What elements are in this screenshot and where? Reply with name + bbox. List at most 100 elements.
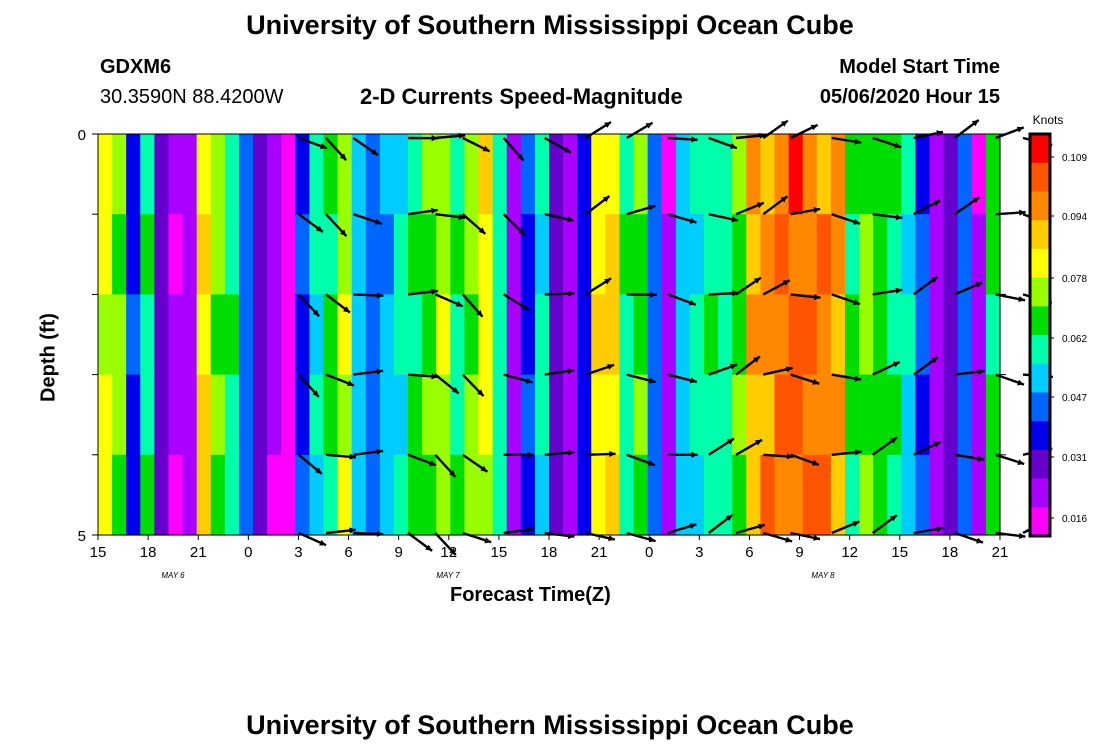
- heatmap-cell: [267, 454, 282, 536]
- current-arrow: [626, 291, 657, 298]
- current-arrow: [407, 373, 438, 380]
- heatmap-cell: [478, 214, 494, 295]
- heatmap-cell: [182, 374, 198, 456]
- current-arrow: [298, 136, 328, 150]
- heatmap-cell: [295, 374, 310, 456]
- current-arrow: [667, 523, 697, 535]
- colorbar-swatch: [1030, 306, 1050, 336]
- heatmap-cell: [450, 374, 466, 456]
- colorbar-frame: [1028, 132, 1052, 538]
- heatmap-cell: [647, 214, 663, 295]
- heatmap-cell: [774, 294, 790, 376]
- heatmap-cell: [238, 374, 254, 456]
- heatmap-cell: [98, 134, 113, 215]
- current-arrow: [735, 355, 761, 376]
- heatmap-cell: [98, 294, 113, 376]
- current-arrow: [503, 451, 534, 458]
- heatmap-cell: [802, 294, 818, 376]
- heatmap-cell: [563, 134, 578, 215]
- heatmap-cell: [520, 294, 536, 376]
- current-arrow: [297, 293, 321, 318]
- current-arrow: [995, 531, 1026, 539]
- heatmap-cell: [351, 294, 367, 376]
- heatmap-cell: [478, 454, 494, 536]
- heatmap-cell: [506, 294, 522, 376]
- heatmap-cell: [859, 134, 874, 215]
- heatmap-cells: [98, 134, 1001, 536]
- current-arrow: [912, 275, 939, 296]
- heatmap-cell: [281, 374, 296, 456]
- heatmap-cell: [379, 294, 395, 376]
- current-arrow: [790, 123, 819, 140]
- heatmap-cell: [224, 294, 240, 376]
- heatmap-cell: [154, 134, 170, 215]
- heatmap-cell: [661, 134, 677, 215]
- heatmap-cell: [492, 294, 508, 376]
- current-arrow: [763, 366, 793, 376]
- heatmap-cell: [704, 214, 719, 295]
- heatmap-cell: [182, 294, 198, 376]
- heatmap-cell: [577, 134, 592, 215]
- heatmap-cell: [774, 454, 790, 536]
- heatmap-cell: [774, 374, 790, 456]
- heatmap-cell: [140, 454, 155, 536]
- model-start-label: Model Start Time: [839, 56, 1000, 78]
- current-arrow: [913, 199, 941, 216]
- heatmap-cell: [281, 214, 296, 295]
- current-arrow: [871, 514, 898, 534]
- current-arrow: [585, 450, 616, 457]
- heatmap-cell: [154, 454, 170, 536]
- current-arrow: [407, 288, 438, 296]
- heatmap-cell: [549, 374, 564, 456]
- current-arrow: [352, 213, 383, 225]
- heatmap-cell: [957, 214, 973, 295]
- heatmap-cell: [957, 134, 973, 215]
- heatmap-cell: [224, 134, 240, 215]
- heatmap-cell: [224, 454, 240, 536]
- heatmap-cell: [126, 214, 141, 295]
- heatmap-cell: [506, 134, 522, 215]
- heatmap-cell: [802, 454, 818, 536]
- current-arrow: [913, 130, 944, 140]
- heatmap-cell: [337, 294, 353, 376]
- heatmap-cell: [337, 454, 353, 536]
- heatmap-cell: [774, 214, 790, 295]
- heatmap-cell: [492, 134, 508, 215]
- heatmap-cell: [802, 214, 818, 295]
- current-arrow: [626, 453, 656, 467]
- y-axis-ticks: 05: [78, 127, 1006, 545]
- heatmap-cell: [267, 294, 282, 376]
- heatmap-cell: [619, 374, 635, 456]
- heatmap-cell: [126, 374, 141, 456]
- current-arrow: [407, 207, 438, 216]
- colorbar-swatch: [1030, 449, 1050, 480]
- heatmap-cell: [182, 214, 198, 295]
- colorbar-tick-label: 0.094: [1062, 212, 1087, 223]
- heatmap-cell: [351, 454, 367, 536]
- colorbar-tick-label: 0.062: [1062, 334, 1087, 345]
- heatmap-cell: [887, 374, 902, 456]
- current-arrow: [325, 373, 355, 387]
- heatmap-cell: [746, 454, 761, 536]
- x-tick-label: 18: [942, 544, 959, 561]
- heatmap-cell: [379, 214, 395, 295]
- colorbar-swatch: [1030, 363, 1050, 393]
- heatmap-cell: [830, 214, 846, 295]
- heatmap-cell: [704, 454, 719, 536]
- current-arrow: [913, 356, 939, 376]
- heatmap-cell: [760, 214, 776, 295]
- current-arrow: [461, 373, 485, 397]
- heatmap-cell: [746, 374, 761, 456]
- heatmap-cell: [746, 134, 761, 215]
- current-arrow: [585, 531, 616, 542]
- heatmap-cell: [534, 294, 550, 376]
- heatmap-cell: [591, 134, 606, 215]
- colorbar-swatch: [1030, 277, 1050, 307]
- current-arrow: [544, 213, 575, 223]
- current-arrow: [434, 293, 464, 308]
- date-label: MAY 7: [436, 571, 460, 580]
- model-start-value: 05/06/2020 Hour 15: [819, 86, 1000, 108]
- heatmap-cell: [971, 214, 987, 295]
- heatmap-cell: [253, 294, 268, 376]
- heatmap-cell: [464, 454, 480, 536]
